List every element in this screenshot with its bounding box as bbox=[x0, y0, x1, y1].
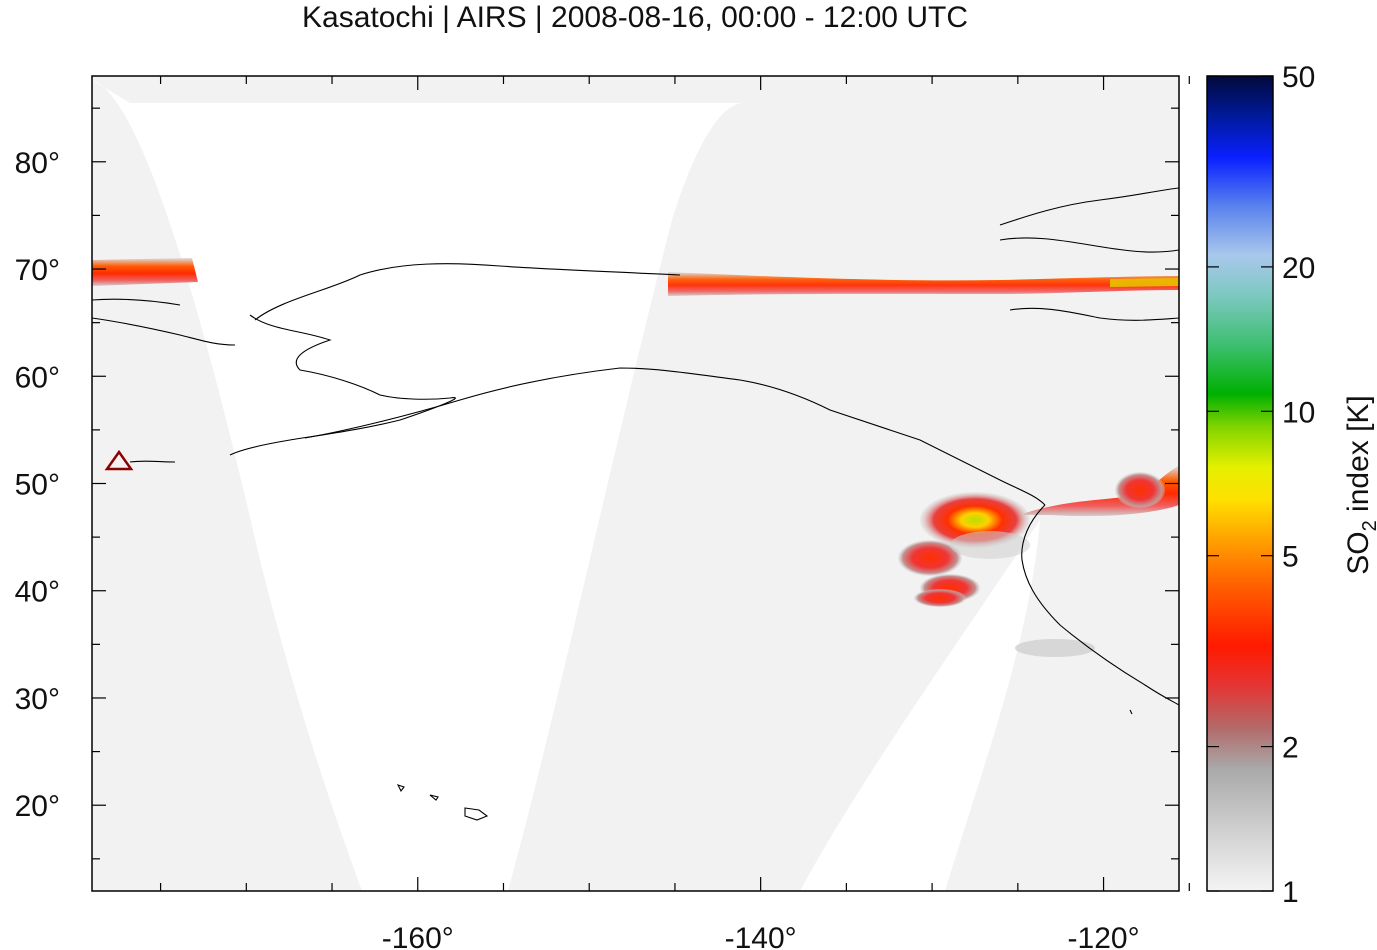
y-tick-label: 30° bbox=[15, 683, 60, 716]
colorbar-frame bbox=[1206, 75, 1274, 892]
colorbar-tick-label: 2 bbox=[1282, 732, 1299, 765]
swath-gap-east bbox=[800, 520, 1040, 891]
colorbar-tick-label: 5 bbox=[1282, 541, 1299, 574]
colorbar-tick-label: 50 bbox=[1282, 61, 1315, 94]
swath-gap-west bbox=[92, 80, 742, 891]
colorbar-tick-label: 20 bbox=[1282, 252, 1315, 285]
y-tick-label: 40° bbox=[15, 576, 60, 609]
y-tick-label: 70° bbox=[15, 254, 60, 287]
map-title: Kasatochi | AIRS | 2008-08-16, 00:00 - 1… bbox=[302, 1, 968, 34]
x-tick-label: -160° bbox=[382, 922, 454, 950]
colorbar-ticks: 1 2 5 10 20 50 bbox=[1207, 61, 1315, 909]
x-tick-label: -120° bbox=[1068, 922, 1140, 950]
plume-arctic-east-tip bbox=[1110, 278, 1179, 287]
y-tick-label: 80° bbox=[15, 147, 60, 180]
colorbar-tick-label: 10 bbox=[1282, 396, 1315, 429]
volcano-marker-kasatochi bbox=[104, 449, 134, 471]
plume-arctic-east bbox=[668, 272, 1179, 296]
colorbar-tick-label: 1 bbox=[1282, 876, 1299, 909]
plume-arctic-west bbox=[92, 258, 198, 286]
plume-pacific-nw bbox=[898, 466, 1179, 657]
y-tick-label: 20° bbox=[15, 790, 60, 823]
y-tick-label: 50° bbox=[15, 469, 60, 502]
y-tick-label: 60° bbox=[15, 361, 60, 394]
coastlines bbox=[92, 187, 1179, 821]
axis-ticks bbox=[92, 76, 1190, 891]
x-tick-label: -140° bbox=[725, 922, 797, 950]
axis-labels: -160° -140° -120° 20° 30° 40° 50° 60° 70° 80° bbox=[15, 147, 1140, 950]
colorbar bbox=[1207, 76, 1273, 891]
colorbar-label: SO2 index [K] bbox=[1342, 395, 1377, 575]
map-layer bbox=[92, 76, 1179, 891]
